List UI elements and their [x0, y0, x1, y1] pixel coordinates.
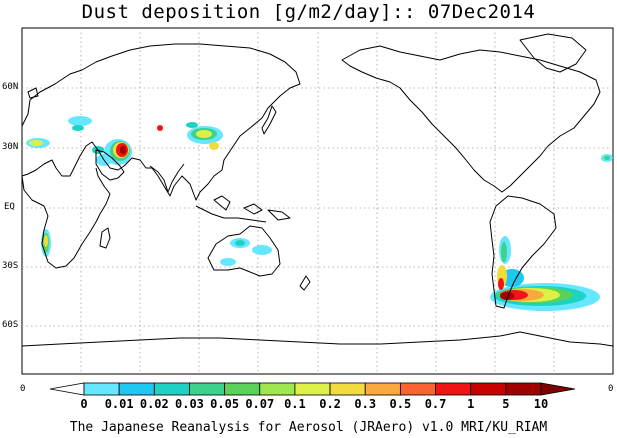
lon-label-left: 0	[20, 384, 26, 394]
lat-label-30s: 30S	[2, 261, 19, 271]
colorbar-segment	[259, 382, 296, 396]
colorbar-segment	[189, 382, 226, 396]
colorbar-tick-label: 0.5	[389, 397, 412, 411]
colorbar-arrow-low	[49, 382, 85, 396]
lon-label-right: 0	[608, 384, 614, 394]
colorbar-tick-label: 0.05	[210, 397, 240, 411]
map-title: Dust deposition [g/m2/day]:: 07Dec2014	[81, 1, 536, 23]
colorbar-segment	[399, 382, 436, 396]
colorbar-segment	[364, 382, 401, 396]
colorbar-segment	[83, 382, 120, 396]
lat-label-30n: 30N	[2, 142, 19, 152]
lat-label-60n: 60N	[2, 82, 19, 92]
colorbar-segment	[153, 382, 190, 396]
colorbar-tick-label: 0.01	[104, 397, 134, 411]
graticule	[22, 28, 613, 374]
colorbar-tick-label: 1	[467, 397, 475, 411]
lat-label-eq: EQ	[4, 202, 15, 212]
colorbar-arrow-high	[540, 382, 576, 396]
colorbar-segment	[224, 382, 261, 396]
colorbar-tick-label: 5	[502, 397, 510, 411]
colorbar-segment	[329, 382, 366, 396]
colorbar-segment	[118, 382, 155, 396]
colorbar-segment	[294, 382, 331, 396]
colorbar-tick-label: 0.1	[284, 397, 306, 411]
colorbar-segment	[470, 382, 507, 396]
colorbar-segment	[505, 382, 542, 396]
coastlines	[21, 33, 614, 347]
colorbar-tick-label: 0.07	[245, 397, 275, 411]
footer-credit: The Japanese Reanalysis for Aerosol (JRA…	[69, 420, 548, 435]
colorbar-tick-label: 0.7	[424, 397, 447, 411]
colorbar	[49, 382, 576, 396]
lat-label-60s: 60S	[2, 320, 19, 330]
colorbar-tick-label: 0.2	[319, 397, 341, 411]
colorbar-tick-label: 0.02	[139, 397, 169, 411]
colorbar-tick-label: 10	[533, 397, 549, 411]
colorbar-tick-label: 0.03	[175, 397, 204, 411]
colorbar-segment	[435, 382, 472, 396]
dust-deposition-field	[26, 116, 613, 311]
colorbar-tick-label: 0	[80, 397, 88, 411]
map-frame	[21, 27, 614, 375]
colorbar-tick-label: 0.3	[354, 397, 377, 411]
